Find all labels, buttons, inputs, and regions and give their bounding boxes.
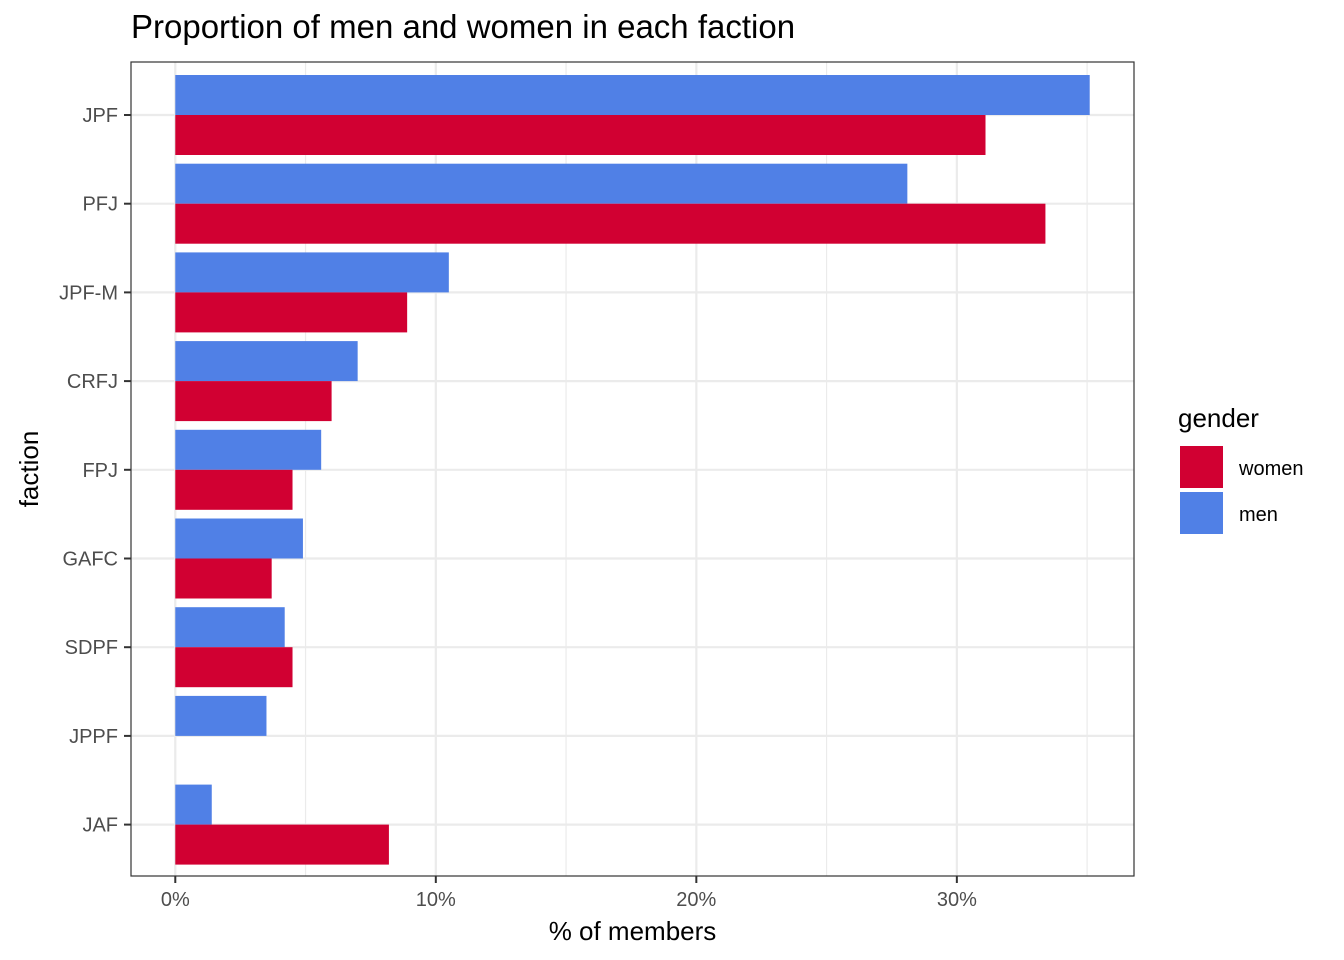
x-axis-title: % of members	[549, 916, 717, 946]
bar-women-sdpf	[175, 647, 293, 688]
bar-men-sdpf	[175, 607, 285, 648]
x-tick-label: 30%	[937, 889, 977, 911]
bar-women-pfj	[175, 203, 1046, 244]
y-tick-label: CRFJ	[67, 371, 118, 393]
bars-layer	[175, 75, 1090, 865]
bar-men-crfj	[175, 341, 358, 382]
bar-women-jpf	[175, 115, 986, 155]
legend: gender women men	[1178, 403, 1303, 534]
y-tick-label: FPJ	[82, 460, 118, 482]
bar-men-fpj	[175, 429, 322, 470]
y-tick-label: PFJ	[82, 194, 118, 216]
bar-women-jpf-m	[175, 292, 408, 333]
y-tick-label: GAFC	[62, 549, 118, 571]
x-tick-label: 10%	[416, 889, 456, 911]
bar-women-gafc	[175, 558, 272, 599]
y-tick-label: JPF-M	[59, 282, 118, 304]
bar-men-jpf-m	[175, 252, 449, 293]
bar-women-crfj	[175, 381, 332, 422]
bar-men-gafc	[175, 518, 303, 559]
y-tick-label: JAF	[82, 815, 118, 837]
chart-title: Proportion of men and women in each fact…	[131, 8, 796, 45]
x-tick-label: 0%	[161, 889, 190, 911]
bar-men-jaf	[175, 784, 212, 825]
y-tick-label: SDPF	[65, 637, 118, 659]
bar-women-fpj	[175, 469, 293, 510]
bar-men-jpf	[175, 75, 1090, 115]
legend-label-men: men	[1239, 504, 1278, 526]
legend-key-men	[1180, 492, 1223, 534]
y-tick-label: JPF	[82, 105, 118, 127]
bar-men-pfj	[175, 163, 908, 204]
legend-label-women: women	[1238, 458, 1303, 480]
x-tick-label: 20%	[676, 889, 716, 911]
axis-layer: JPF PFJ JPF-M CRFJ FPJ GAFC SDPF JPPF JAF 0% 10% 20…	[59, 105, 977, 911]
y-axis-title: faction	[14, 431, 44, 508]
y-tick-label: JPPF	[69, 726, 118, 748]
legend-title: gender	[1178, 403, 1259, 433]
bar-women-jaf	[175, 824, 389, 865]
legend-key-women	[1180, 446, 1223, 488]
bar-men-jppf	[175, 695, 267, 736]
